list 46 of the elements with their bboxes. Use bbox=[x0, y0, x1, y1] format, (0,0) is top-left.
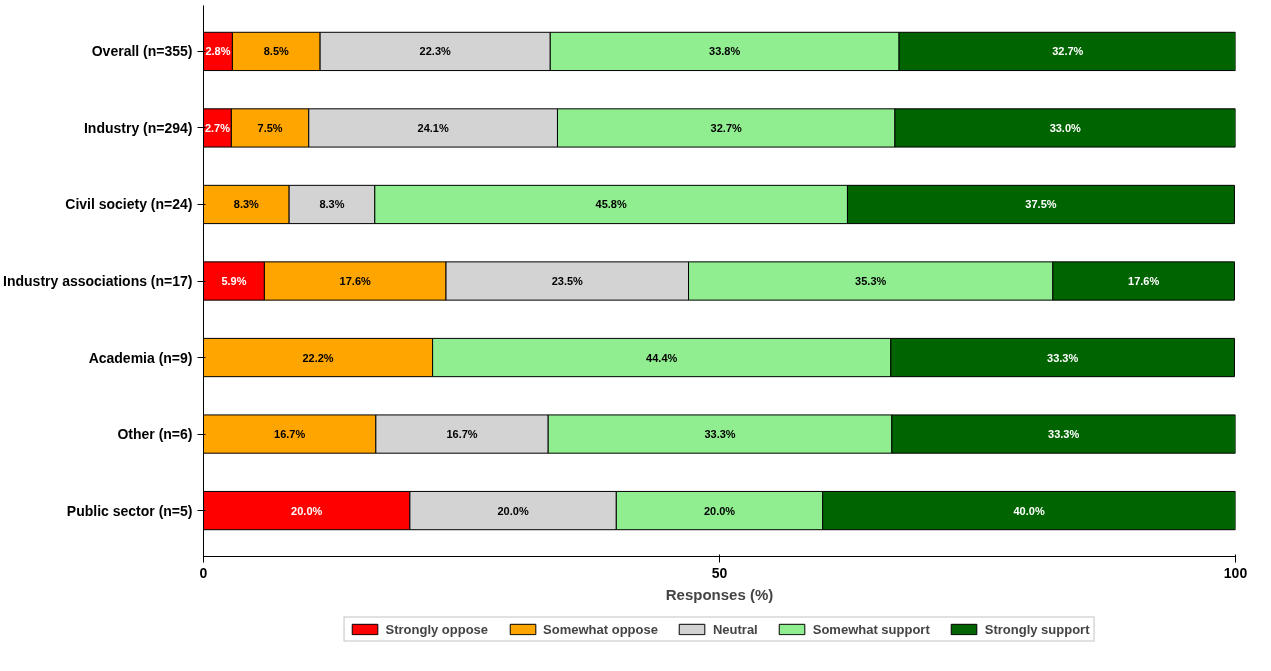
data-label: 33.3% bbox=[1047, 351, 1079, 364]
data-label: 32.7% bbox=[1052, 45, 1084, 58]
data-label: 2.7% bbox=[204, 121, 231, 134]
data-label: 16.7% bbox=[446, 428, 478, 441]
data-label: 45.8% bbox=[595, 198, 627, 211]
data-label: 8.3% bbox=[319, 198, 345, 211]
data-label: 22.3% bbox=[419, 45, 451, 58]
data-label: 37.5% bbox=[1025, 198, 1057, 211]
data-label: 33.3% bbox=[704, 428, 736, 441]
data-label: 33.0% bbox=[1049, 121, 1082, 134]
data-label: 2.8% bbox=[205, 45, 231, 58]
data-label: 20.0% bbox=[291, 504, 323, 517]
data-label: 44.4% bbox=[646, 351, 678, 364]
data-label: 16.7% bbox=[274, 428, 306, 441]
data-label: 17.6% bbox=[1128, 275, 1160, 287]
y-tick-label: Other (n=6) bbox=[117, 426, 193, 443]
x-tick-label: 100 bbox=[1223, 564, 1248, 581]
data-label: 5.9% bbox=[221, 275, 247, 287]
data-label: 17.6% bbox=[339, 275, 372, 287]
data-label: 40.0% bbox=[1013, 504, 1045, 517]
data-label: 8.5% bbox=[263, 45, 290, 58]
data-label: 33.8% bbox=[709, 45, 741, 58]
data-label: 33.3% bbox=[1048, 428, 1080, 441]
data-label: 7.5% bbox=[257, 121, 283, 134]
data-label: 35.3% bbox=[855, 275, 887, 287]
legend-label: Somewhat oppose bbox=[543, 621, 658, 637]
x-axis-title: Responses (%) bbox=[665, 585, 774, 603]
legend-label: Strongly oppose bbox=[385, 621, 489, 637]
x-tick-label: 50 bbox=[711, 564, 728, 581]
y-tick-label: Industry (n=294) bbox=[83, 119, 193, 136]
y-tick-label: Public sector (n=5) bbox=[66, 502, 193, 519]
y-tick-label: Civil society (n=24) bbox=[65, 196, 193, 213]
data-label: 20.0% bbox=[703, 504, 736, 517]
data-label: 23.5% bbox=[551, 275, 584, 287]
data-label: 32.7% bbox=[710, 121, 743, 134]
legend-label: Strongly support bbox=[984, 621, 1090, 637]
data-label: 24.1% bbox=[417, 121, 449, 134]
y-tick-label: Industry associations (n=17) bbox=[3, 273, 193, 289]
y-tick-label: Academia (n=9) bbox=[88, 349, 193, 366]
data-label: 20.0% bbox=[497, 504, 529, 517]
legend-label: Somewhat support bbox=[812, 621, 930, 637]
x-tick-label: 0 bbox=[199, 564, 208, 581]
y-tick-label: Overall (n=355) bbox=[91, 43, 193, 60]
legend-label: Neutral bbox=[712, 621, 758, 637]
data-label: 8.3% bbox=[233, 198, 260, 211]
data-label: 22.2% bbox=[302, 351, 334, 364]
